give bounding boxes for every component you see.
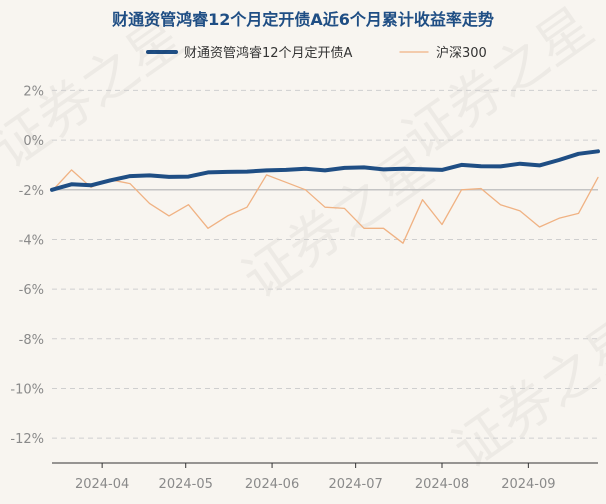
y-tick-label-2: -2%: [19, 184, 44, 199]
watermark-text-2: 证券之星: [441, 305, 606, 480]
y-tick-label-3: -4%: [19, 233, 44, 248]
x-tick-label-3: 2024-07: [328, 477, 382, 492]
y-tick-label-0: 2%: [23, 84, 44, 99]
y-tick-label-5: -8%: [19, 333, 44, 348]
y-tick-label-7: -12%: [10, 432, 44, 447]
y-tick-label-6: -10%: [10, 382, 44, 397]
x-tick-label-0: 2024-04: [75, 477, 129, 492]
y-tick-label-1: 0%: [23, 134, 44, 149]
x-tick-label-5: 2024-09: [501, 477, 555, 492]
y-tick-label-4: -6%: [19, 283, 44, 298]
x-tick-label-4: 2024-08: [415, 477, 469, 492]
x-tick-label-2: 2024-06: [245, 477, 299, 492]
x-axis: 2024-04 2024-05 2024-06 2024-07 2024-08 2024-…: [52, 463, 598, 492]
legend-label-0: 财通资管鸿睿12个月定开债A: [184, 45, 353, 61]
series-line-0: [52, 151, 598, 190]
x-tick-label-1: 2024-05: [159, 477, 213, 492]
